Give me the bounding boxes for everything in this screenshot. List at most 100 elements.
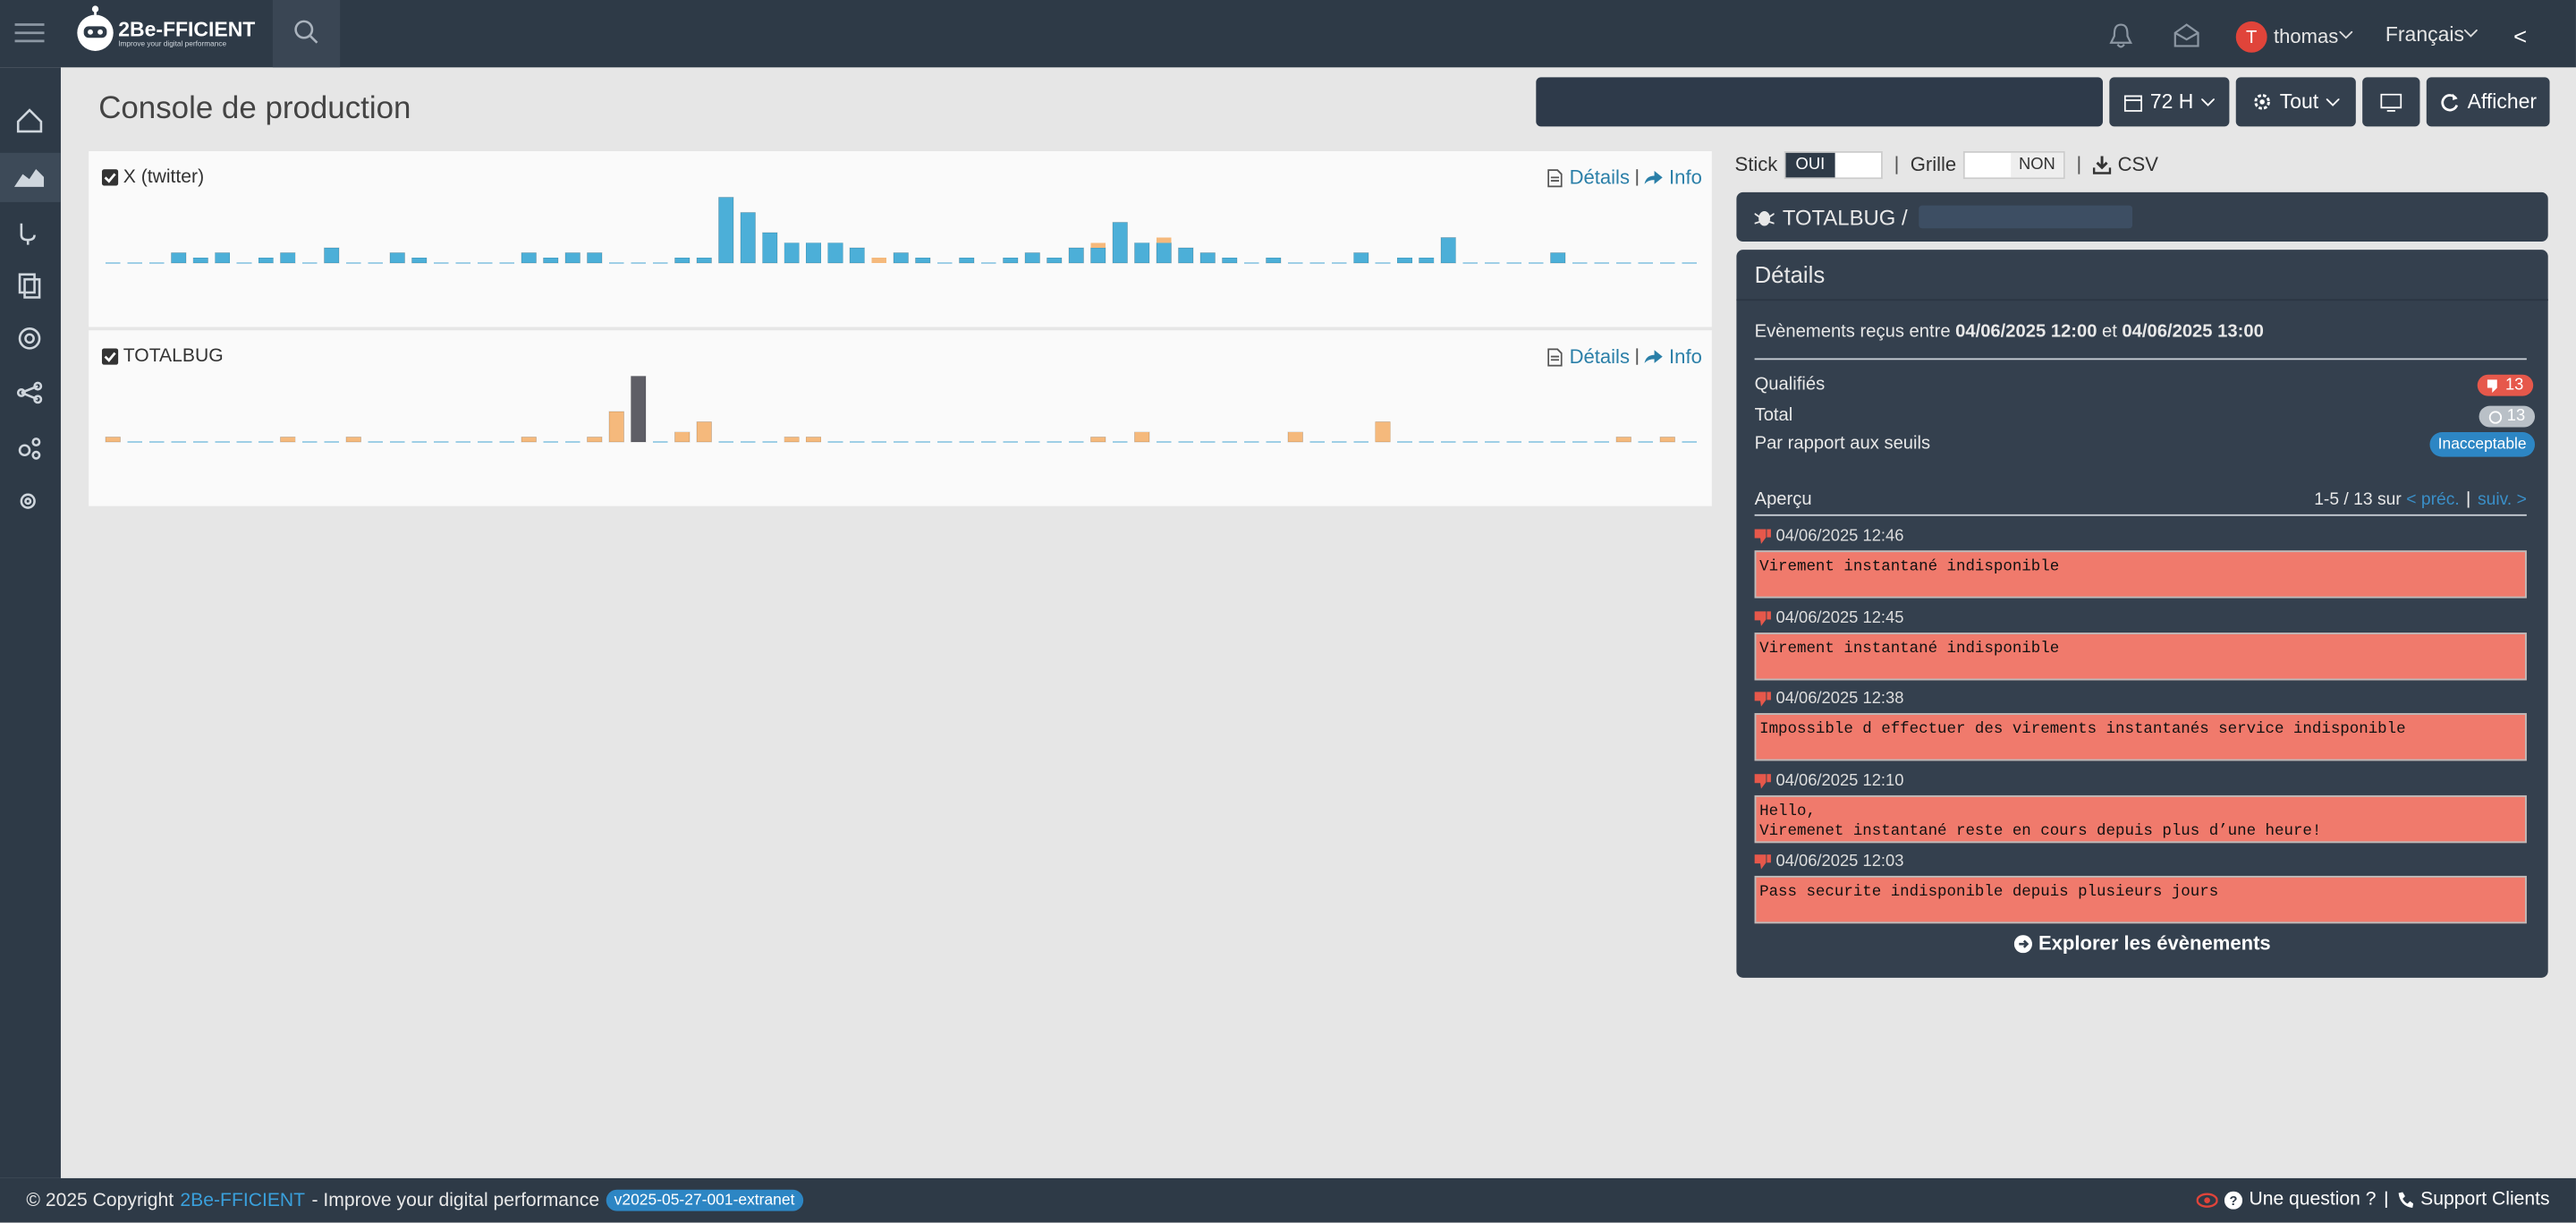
bar[interactable] [411,257,428,264]
message-text[interactable]: Hello, Viremenet instantané reste en cou… [1754,794,2527,843]
bar[interactable] [871,258,887,263]
bar[interactable] [696,257,712,264]
bar[interactable] [564,252,580,264]
next-page[interactable]: suiv. > [2478,489,2527,510]
message-text[interactable]: Virement instantané indisponible [1754,550,2527,599]
message-time: 04/06/2025 12:38 [1775,690,1904,709]
bar[interactable] [1375,421,1391,443]
bar[interactable] [1068,247,1085,264]
sidebar-icons[interactable] [0,67,61,560]
bar[interactable] [1156,237,1172,243]
bar[interactable] [827,242,843,264]
bar[interactable] [608,411,624,443]
bar[interactable] [170,252,187,264]
bar[interactable] [959,257,975,264]
notifications[interactable] [2109,23,2132,49]
bar[interactable] [1112,222,1128,264]
bar[interactable] [1133,242,1150,264]
grid-toggle[interactable]: NON [1962,150,2065,179]
bar[interactable] [521,252,537,264]
bar[interactable] [1396,257,1413,264]
bar[interactable] [915,257,931,264]
sidebar-collapse[interactable]: < [2513,22,2528,50]
bar[interactable] [1352,252,1369,264]
search-field[interactable] [1536,77,2103,127]
message-text[interactable]: Impossible d effectuer des virements ins… [1754,713,2527,761]
language-selector[interactable]: Français [2385,22,2464,47]
bar[interactable] [1615,436,1632,443]
bar[interactable] [1003,257,1019,264]
bar[interactable] [805,242,822,264]
bar[interactable] [805,436,822,443]
bar[interactable] [586,436,603,443]
footer-brand[interactable]: 2Be-FFICIENT [180,1190,306,1210]
bar[interactable] [1199,252,1216,264]
explore-button[interactable]: Explorer les évènements [1736,931,2547,955]
bar[interactable] [1221,257,1238,264]
chart-panel: X (twitter) Détails Info [89,150,1712,327]
details-icon [1547,168,1563,187]
bar[interactable] [1659,436,1675,443]
bar[interactable] [1440,237,1457,264]
chart-checkbox[interactable] [101,169,119,186]
bar[interactable] [717,196,734,264]
bar[interactable] [784,436,800,443]
bar[interactable] [696,421,712,443]
visibility-icon[interactable] [2196,1192,2218,1208]
bar[interactable] [1090,436,1106,443]
bar[interactable] [674,431,691,443]
bar[interactable] [1419,257,1435,264]
bar[interactable] [674,257,691,264]
info-link[interactable]: Info [1669,166,1702,190]
logo-title[interactable]: 2Be-FFICIENT [118,18,256,41]
bar[interactable] [1024,252,1041,264]
bar[interactable] [345,436,362,443]
bar[interactable] [214,252,231,264]
bar[interactable] [630,376,647,443]
bar[interactable] [784,242,800,264]
details-link[interactable]: Détails [1569,344,1630,369]
bar[interactable] [1550,252,1566,264]
bar[interactable] [280,436,296,443]
stick-toggle[interactable]: OUI [1784,150,1883,179]
bar[interactable] [280,252,296,264]
bar[interactable] [521,436,537,443]
bar[interactable] [1090,247,1106,264]
bar[interactable] [849,247,866,264]
bar[interactable] [1156,242,1172,264]
display-button[interactable] [2362,77,2420,127]
bar[interactable] [192,257,208,264]
messages[interactable] [2174,23,2199,48]
message-text[interactable]: Pass securite indisponible depuis plusie… [1754,875,2527,924]
user-name[interactable]: thomas [2273,24,2339,48]
support-link[interactable]: Support Clients [2420,1189,2550,1210]
show-button[interactable]: Afficher [2426,77,2550,127]
bar[interactable] [543,257,559,264]
bar[interactable] [389,252,406,264]
question-link[interactable]: Une question ? [2249,1189,2377,1210]
bar[interactable] [105,436,121,443]
bar[interactable] [1177,247,1194,264]
period-selector[interactable]: 72 H [2109,77,2230,127]
bar[interactable] [740,211,756,264]
filter-selector[interactable]: Tout [2235,77,2356,127]
user-avatar[interactable]: T [2235,21,2267,53]
bar[interactable] [1133,431,1150,443]
bar[interactable] [1265,257,1282,264]
bar[interactable] [761,232,778,264]
prev-page[interactable]: < préc. [2406,489,2460,510]
details-link[interactable]: Détails [1569,166,1630,190]
bar[interactable] [324,247,340,264]
csv-export[interactable]: CSV [2117,152,2158,176]
message-text[interactable]: Virement instantané indisponible [1754,632,2527,680]
bar[interactable] [1046,257,1063,264]
bar[interactable] [258,257,275,264]
chart-checkbox[interactable] [101,348,119,365]
search-button[interactable] [272,0,341,68]
bar[interactable] [1287,431,1303,443]
bar[interactable] [893,252,910,264]
info-link[interactable]: Info [1669,344,1702,369]
bar[interactable] [586,252,603,264]
bar[interactable] [1090,242,1106,248]
menu-toggle[interactable] [14,21,45,45]
